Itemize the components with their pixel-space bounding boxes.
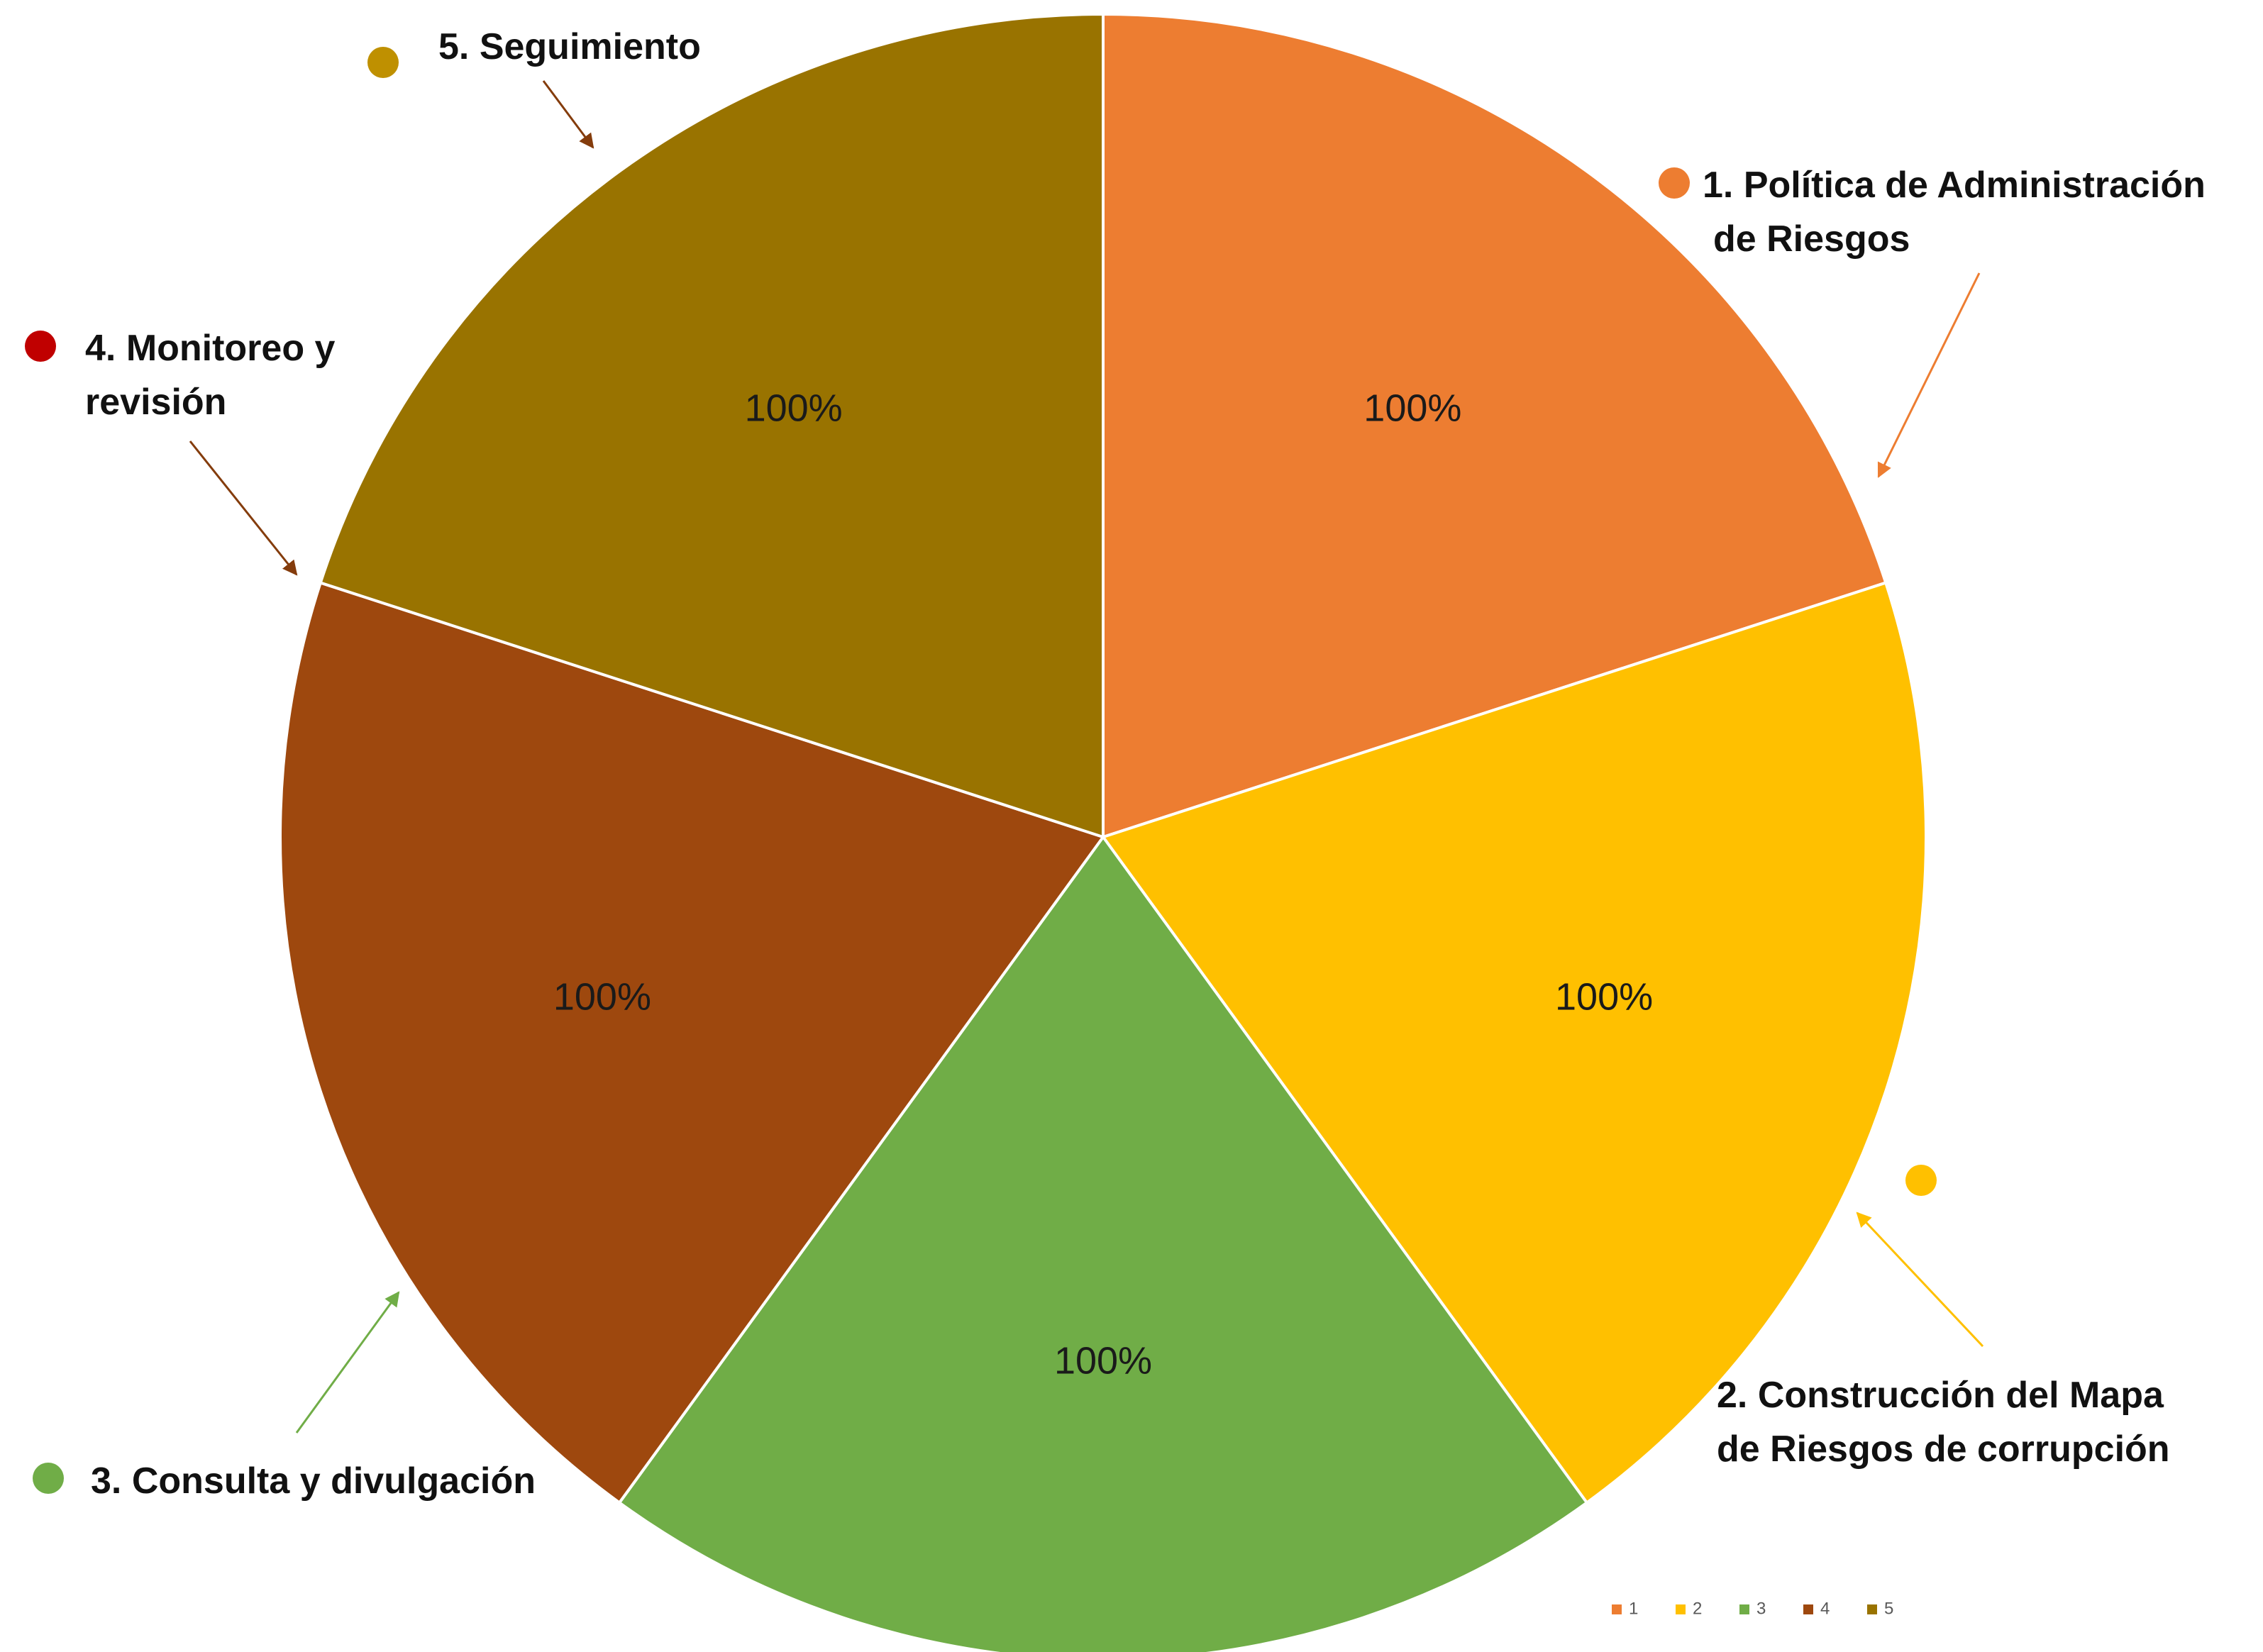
data-label-5: 100% xyxy=(745,387,843,430)
callout-dot-1 xyxy=(1659,167,1690,199)
callout-label-4: 4. Monitoreo y revisión xyxy=(85,328,336,423)
data-label-1: 100% xyxy=(1363,387,1461,430)
callout-arrow-1 xyxy=(1877,272,1981,478)
callout-label-5: 5. Seguimiento xyxy=(438,26,701,67)
legend-label-2: 2 xyxy=(1693,1599,1702,1618)
callout-label-1: 1. Política de Administración de Riesgos xyxy=(1703,165,2206,260)
legend-label-4: 4 xyxy=(1820,1599,1830,1618)
data-label-2: 100% xyxy=(1555,976,1653,1019)
legend-label-1: 1 xyxy=(1629,1599,1638,1618)
callout-dot-4 xyxy=(25,331,56,362)
callout-label-3: 3. Consulta y divulgación xyxy=(91,1460,536,1502)
legend-swatch-2 xyxy=(1676,1604,1686,1614)
pie-slice-2 xyxy=(1100,581,1928,1505)
callout-label-2: 2. Construcción del Mapa de Riesgos de co… xyxy=(1717,1375,2170,1470)
callout-arrow-2 xyxy=(1856,1212,1984,1348)
callouts: 1. Política de Administración de Riesgos 2… xyxy=(25,26,2206,1502)
pie-slice-1 xyxy=(1102,12,1888,839)
legend-label-5: 5 xyxy=(1884,1599,1893,1618)
pie-slice-4 xyxy=(278,581,1106,1505)
callout-dot-3 xyxy=(33,1463,64,1494)
legend-swatch-3 xyxy=(1739,1604,1749,1614)
callout-dot-5 xyxy=(367,47,399,78)
legend: 1 2 3 4 5 xyxy=(1612,1599,1893,1618)
legend-swatch-4 xyxy=(1803,1604,1813,1614)
legend-label-3: 3 xyxy=(1756,1599,1766,1618)
callout-arrow-3 xyxy=(295,1291,400,1434)
callout-arrow-5 xyxy=(542,80,594,149)
callout-arrow-4 xyxy=(189,440,298,576)
slice-labels: 100% 100% 100% 100% 100% xyxy=(553,387,1653,1382)
data-label-4: 100% xyxy=(553,976,651,1019)
legend-swatch-5 xyxy=(1867,1604,1877,1614)
pie-slice-5 xyxy=(319,12,1105,839)
pie-slice-3 xyxy=(617,834,1589,1652)
data-label-3: 100% xyxy=(1054,1340,1152,1382)
pie-slices xyxy=(278,12,1928,1652)
legend-swatch-1 xyxy=(1612,1604,1622,1614)
callout-dot-2 xyxy=(1905,1165,1937,1196)
